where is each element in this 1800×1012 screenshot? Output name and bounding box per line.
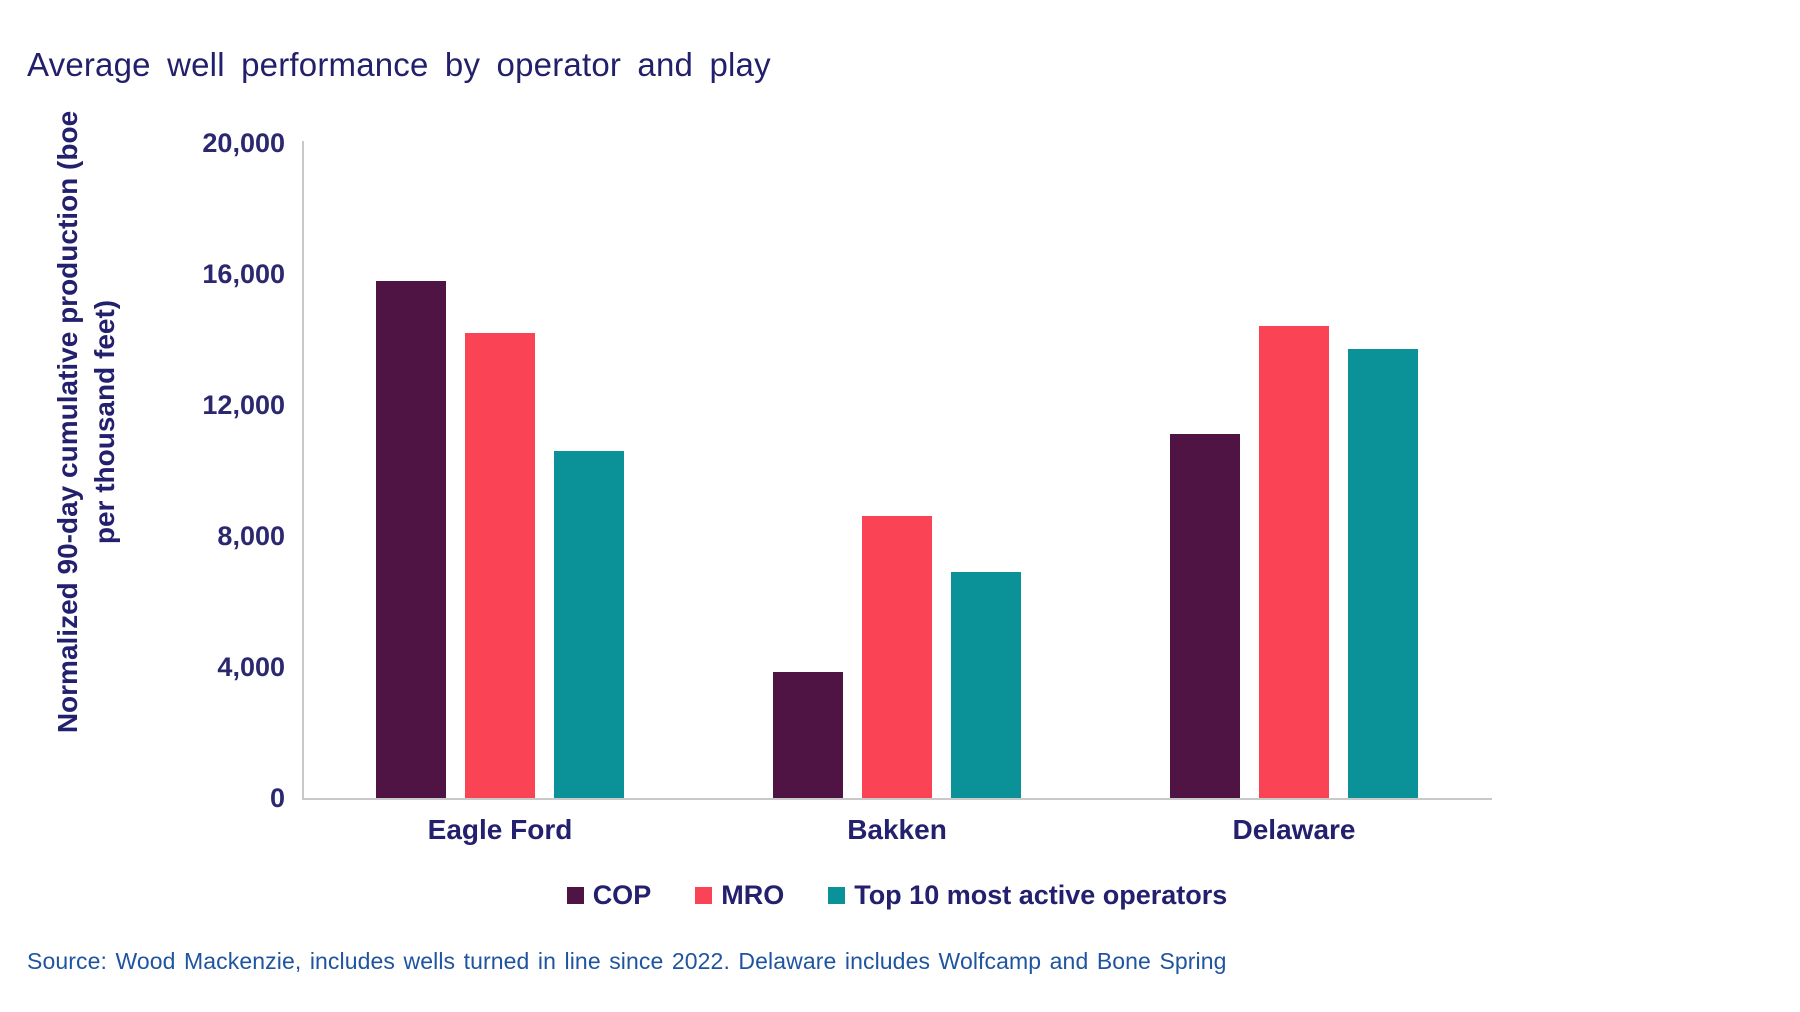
x-category-delaware: Delaware: [1232, 814, 1356, 845]
chart-title: Average well performance by operator and…: [27, 46, 771, 83]
y-tick-4000: 4,000: [217, 652, 285, 682]
x-category-eagle-ford: Eagle Ford: [427, 814, 573, 845]
legend-swatch-icon: [566, 887, 584, 904]
legend-label: MRO: [721, 880, 785, 910]
bar-mro-delaware: [1259, 326, 1329, 798]
y-tick-8000: 8,000: [217, 521, 285, 551]
x-category-bakken: Bakken: [847, 814, 947, 845]
legend-swatch-icon: [828, 887, 846, 904]
bar-top-10-most-active-operators-eagle-ford: [554, 451, 624, 798]
bar-cop-delaware: [1170, 434, 1240, 798]
bar-top-10-most-active-operators-delaware: [1348, 349, 1418, 798]
bar-mro-bakken: [862, 516, 932, 798]
y-axis-line: [302, 141, 304, 798]
legend-item-mro: MRO: [695, 880, 784, 911]
bar-mro-eagle-ford: [465, 333, 535, 798]
y-tick-0: 0: [269, 783, 285, 813]
bar-top-10-most-active-operators-bakken: [951, 572, 1021, 798]
legend-item-cop: COP: [566, 880, 652, 911]
source-note: Source: Wood Mackenzie, includes wells t…: [27, 948, 1227, 974]
y-tick-20000: 20,000: [202, 128, 285, 158]
y-axis-label-line: Normalized 90-day cumulative production …: [52, 110, 83, 734]
legend-item-top-10-most-active-operators: Top 10 most active operators: [828, 880, 1227, 911]
y-tick-16000: 16,000: [202, 259, 285, 289]
legend-label: COP: [592, 880, 652, 910]
bar-cop-eagle-ford: [376, 281, 446, 798]
chart-legend: COP MRO Top 10 most active operators: [302, 880, 1492, 911]
x-axis-line: [302, 798, 1492, 800]
legend-label: Top 10 most active operators: [854, 880, 1228, 910]
y-tick-12000: 12,000: [202, 390, 285, 420]
legend-swatch-icon: [695, 887, 713, 904]
bar-cop-bakken: [773, 672, 843, 798]
